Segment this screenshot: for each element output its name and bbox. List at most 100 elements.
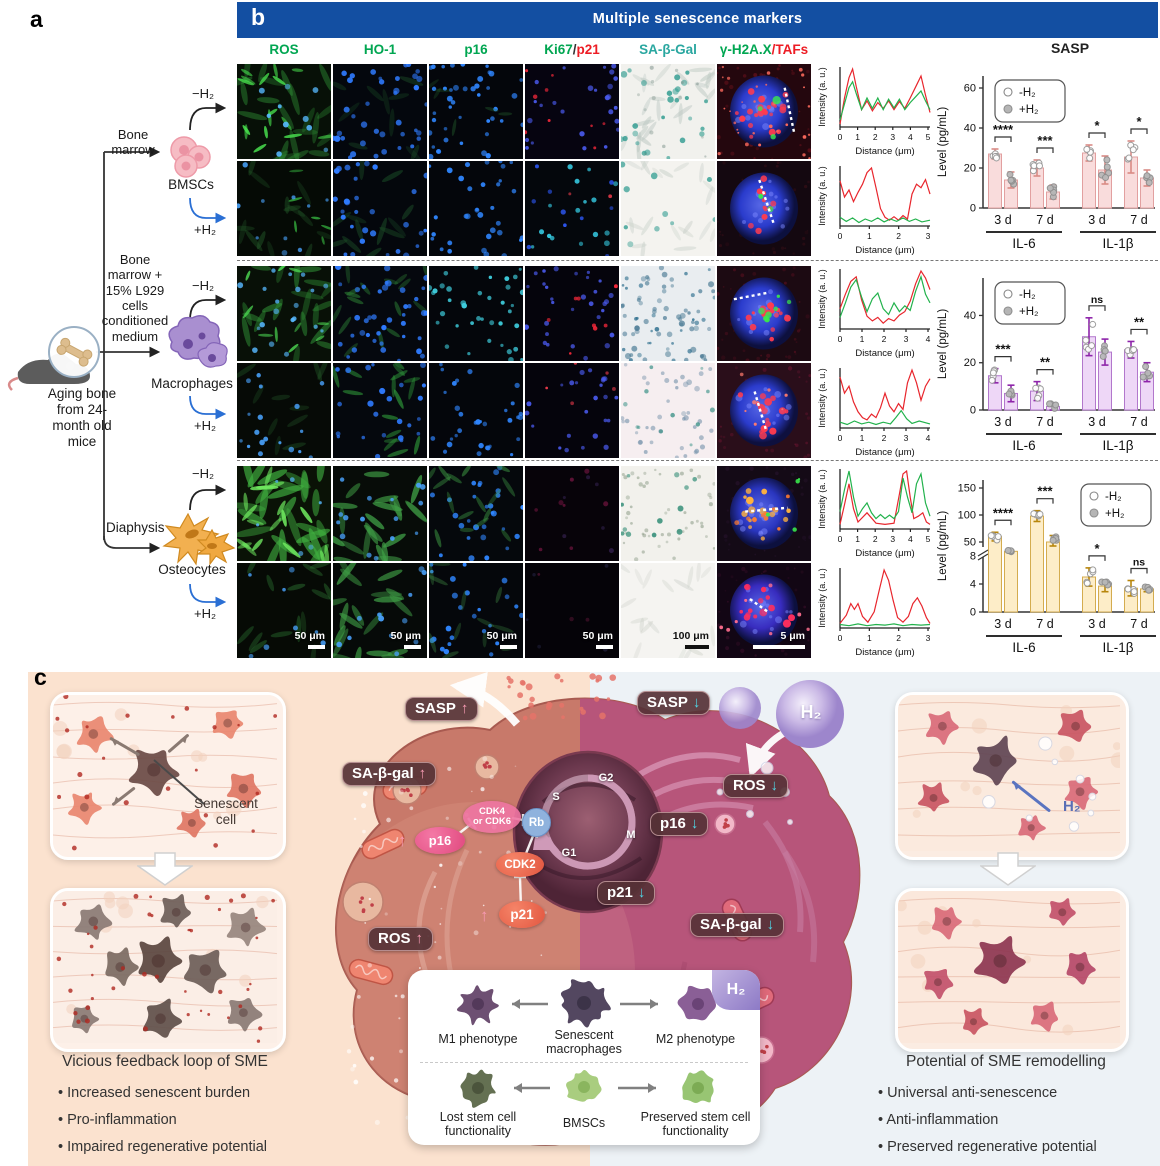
svg-text:0: 0 [838, 132, 843, 142]
micrograph-tile-r3c4 [523, 266, 619, 361]
p16-oval: p16 [415, 827, 465, 854]
down-arrow-icon: ↓ [770, 777, 779, 794]
svg-text:60: 60 [964, 83, 976, 95]
down-arrow-icon: ↓ [637, 884, 646, 901]
svg-text:IL-1β: IL-1β [1102, 438, 1133, 453]
senescent-tissue-before [50, 692, 286, 860]
micrograph-tile-r3c1 [237, 255, 341, 370]
right-caption-bullets: Universal anti-senescence Anti-inflammat… [878, 1080, 1158, 1160]
intensity-profile-4: 0 1 2 3 4 Distance (μm) Intensity (a. u.) [816, 365, 934, 462]
svg-text:150: 150 [958, 483, 976, 495]
svg-text:7 d: 7 d [1036, 617, 1053, 631]
micrograph-tile-r5c3 [426, 463, 526, 562]
svg-text:0: 0 [838, 534, 843, 544]
svg-text:***: *** [1037, 133, 1053, 148]
svg-text:3: 3 [904, 334, 909, 344]
bullet: Anti-inflammation [878, 1107, 1158, 1134]
svg-text:1: 1 [855, 132, 860, 142]
h2-bubble-label: H₂ [800, 702, 822, 722]
svg-text:Level (pg/mL): Level (pg/mL) [937, 309, 949, 379]
micrograph-tile-r6c6 [717, 563, 811, 658]
micrograph-tile-r1c2 [330, 61, 429, 161]
panel-c-label: c [34, 664, 47, 690]
micrograph-tile-r1c3 [424, 61, 526, 160]
svg-text:IL-1β: IL-1β [1102, 236, 1133, 251]
svg-text:Level (pg/mL): Level (pg/mL) [937, 511, 949, 581]
osteocytes-label: Osteocytes [158, 562, 226, 577]
rb-oval: Rb [522, 808, 551, 837]
svg-text:0: 0 [970, 203, 976, 215]
svg-text:Distance (μm): Distance (μm) [855, 548, 914, 559]
svg-text:40: 40 [964, 310, 976, 322]
micrograph-tile-r5c1 [231, 453, 331, 577]
micrograph-tile-r6c4 [525, 563, 619, 658]
svg-text:**: ** [1040, 355, 1051, 370]
up-arrow-icon: ↑ [418, 765, 427, 782]
svg-text:4: 4 [926, 334, 931, 344]
micrograph-tile-r2c6 [716, 161, 811, 256]
bullet: Increased senescent burden [58, 1080, 328, 1107]
macrophage-cells-row [456, 979, 717, 1028]
column-label-1: HO-1 [363, 42, 397, 57]
micrograph-tile-r5c6 [716, 466, 813, 561]
marker-sabgal-down: SA-β-gal ↓ [690, 913, 785, 937]
up-arrow-icon: ↑ [398, 831, 407, 850]
svg-text:-H₂: -H₂ [1019, 289, 1036, 301]
sasp-chart-bmscs: 0 20 40 60 Level (pg/mL) **** 3 d *** 7 d * 3 d * 7 … [933, 56, 1160, 258]
svg-text:Level (pg/mL): Level (pg/mL) [937, 107, 949, 177]
svg-text:1: 1 [855, 534, 860, 544]
svg-text:Intensity (a. u.): Intensity (a. u.) [817, 368, 827, 428]
bullet: Pro-inflammation [58, 1107, 328, 1134]
micrograph-tile-r4c6 [717, 363, 812, 460]
phenotype-box: H₂ M1 phenotype Senescent macrophages M2… [408, 970, 760, 1145]
group-separator-2 [237, 460, 1158, 461]
svg-text:2: 2 [882, 433, 887, 443]
right-caption-title: Potential of SME remodelling [906, 1053, 1106, 1070]
svg-text:0: 0 [838, 433, 843, 443]
micrograph-tile-r2c1 [227, 154, 335, 268]
svg-text:1: 1 [867, 231, 872, 241]
remodelled-tissue-before [895, 692, 1129, 860]
plus-h2-label-1: +H₂ [194, 222, 217, 237]
svg-text:1: 1 [867, 633, 872, 643]
cycle-g1: G1 [561, 847, 577, 859]
plus-h2-label-3: +H₂ [194, 606, 217, 621]
svg-text:*: * [1094, 541, 1100, 556]
svg-text:Distance (μm): Distance (μm) [855, 447, 914, 458]
micrograph-tile-r6c1 [237, 558, 337, 671]
down-arrow-right [980, 852, 1036, 886]
down-arrow-left [137, 852, 193, 886]
svg-text:IL-6: IL-6 [1012, 640, 1035, 655]
intensity-profile-3: 0 1 2 3 4 Distance (μm) Intensity (a. u.) [816, 266, 934, 363]
micrograph-tile-r1c5 [618, 63, 719, 167]
mouse-caption: Aging bone from 24- month old mice [47, 386, 117, 449]
bullet: Universal anti-senescence [878, 1080, 1158, 1107]
svg-text:Intensity (a. u.): Intensity (a. u.) [817, 469, 827, 529]
marker-sasp-up: SASP ↑ [405, 697, 479, 721]
marker-sabgal-up: SA-β-gal ↑ [342, 762, 437, 786]
micrograph-tile-r1c4 [523, 63, 621, 159]
svg-text:7 d: 7 d [1036, 415, 1053, 429]
plus-h2-label-2: +H₂ [194, 418, 217, 433]
h2-badge: H₂ [712, 970, 760, 1010]
bullet: Preserved regenerative potential [878, 1134, 1158, 1161]
svg-text:1: 1 [860, 334, 865, 344]
divider [420, 1062, 748, 1063]
scale-bar-2: 50 μm [361, 630, 421, 649]
svg-text:1: 1 [860, 433, 865, 443]
svg-text:****: **** [993, 505, 1014, 520]
micrograph-tile-r5c5 [619, 466, 717, 562]
svg-text:ns: ns [1133, 557, 1145, 569]
svg-text:5: 5 [926, 534, 931, 544]
panel-b-title: Multiple senescence markers [592, 11, 803, 27]
svg-text:40: 40 [964, 123, 976, 135]
svg-text:3: 3 [926, 231, 931, 241]
svg-text:3: 3 [890, 534, 895, 544]
svg-text:2: 2 [896, 633, 901, 643]
svg-text:4: 4 [908, 534, 913, 544]
micrograph-tile-r1c6 [716, 64, 812, 160]
panel-b-label: b [251, 4, 266, 30]
svg-text:****: **** [993, 122, 1014, 137]
